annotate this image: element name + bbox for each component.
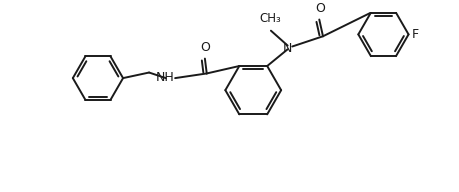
Text: NH: NH (155, 71, 174, 84)
Text: O: O (314, 2, 325, 15)
Text: O: O (200, 41, 209, 54)
Text: F: F (410, 28, 418, 41)
Text: CH₃: CH₃ (258, 12, 280, 25)
Text: N: N (282, 42, 292, 55)
